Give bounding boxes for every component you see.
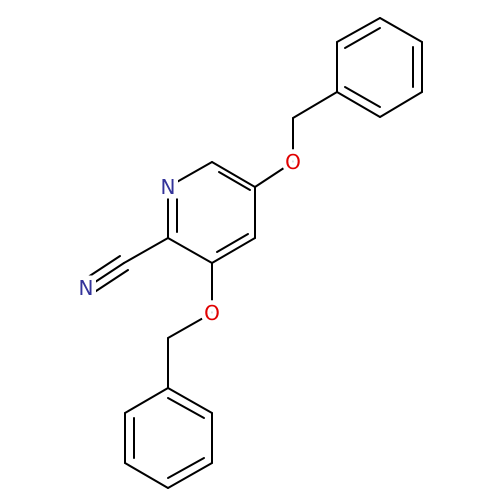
- atom-label: O: [285, 150, 301, 174]
- atom-label: O: [204, 301, 220, 325]
- atom-label: N: [161, 175, 176, 199]
- bonds: [81, 17, 423, 489]
- atom-label: N: [79, 276, 94, 300]
